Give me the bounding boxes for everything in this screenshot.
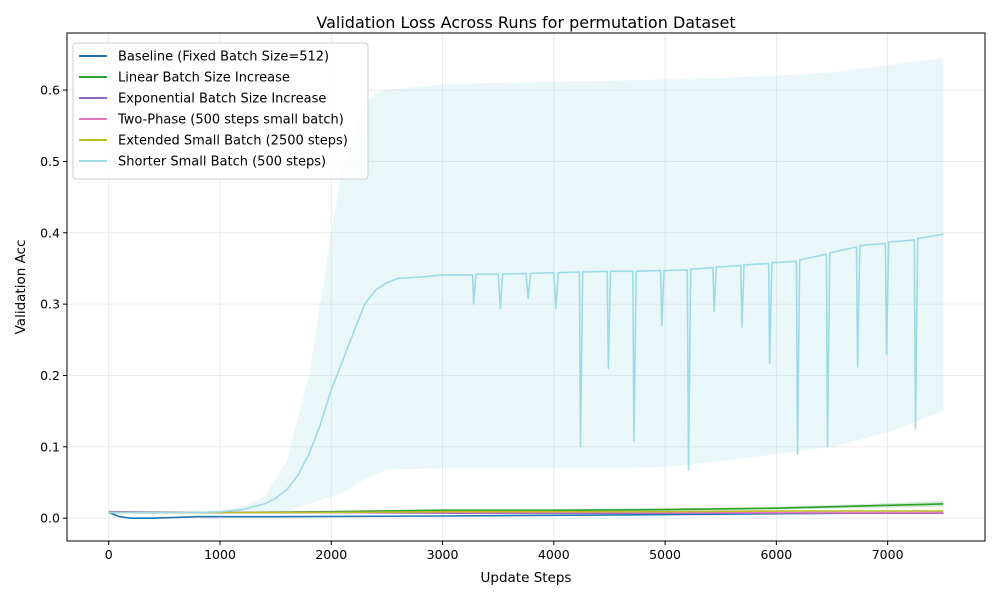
chart-title: Validation Loss Across Runs for permutat… (316, 13, 735, 32)
legend-label: Extended Small Batch (2500 steps) (118, 134, 348, 149)
legend-label: Baseline (Fixed Batch Size=512) (118, 50, 329, 65)
x-tick-label: 7000 (872, 547, 904, 562)
grid-lines (67, 33, 985, 541)
y-tick-label: 0.2 (40, 368, 60, 383)
y-axis-title: Validation Acc (13, 240, 29, 335)
plot-area-frame (66, 32, 986, 542)
y-tick-label: 0.6 (40, 83, 60, 98)
legend-label: Shorter Small Batch (500 steps) (118, 155, 326, 170)
legend: Baseline (Fixed Batch Size=512) Linear Ba… (72, 42, 369, 180)
legend-label: Linear Batch Size Increase (118, 71, 290, 86)
x-tick-label: 4000 (538, 547, 570, 562)
x-tick-label: 2000 (315, 547, 347, 562)
series-line-0 (108, 511, 944, 520)
y-axis-ticks: 0.0 0.1 0.2 0.3 0.4 0.5 0.6 (40, 83, 67, 526)
x-tick-label: 5000 (649, 547, 681, 562)
x-tick-label: 1000 (204, 547, 236, 562)
x-tick-label: 3000 (427, 547, 459, 562)
legend-label: Exponential Batch Size Increase (118, 92, 326, 107)
legend-box (72, 42, 369, 180)
y-tick-label: 0.4 (40, 225, 60, 240)
series-lines (108, 233, 944, 520)
x-tick-label: 0 (105, 547, 113, 562)
y-tick-label: 0.0 (40, 511, 60, 526)
legend-label: Two-Phase (500 steps small batch) (117, 113, 344, 128)
series-band-5 (108, 58, 944, 514)
series-line-5 (108, 233, 944, 514)
y-tick-label: 0.5 (40, 154, 60, 169)
y-tick-label: 0.1 (40, 439, 60, 454)
x-axis-ticks: 0 1000 2000 3000 4000 5000 6000 7000 (105, 541, 904, 562)
y-tick-label: 0.3 (40, 297, 60, 312)
series-line-4 (108, 510, 944, 514)
x-tick-label: 6000 (760, 547, 792, 562)
x-axis-title: Update Steps (481, 570, 572, 586)
